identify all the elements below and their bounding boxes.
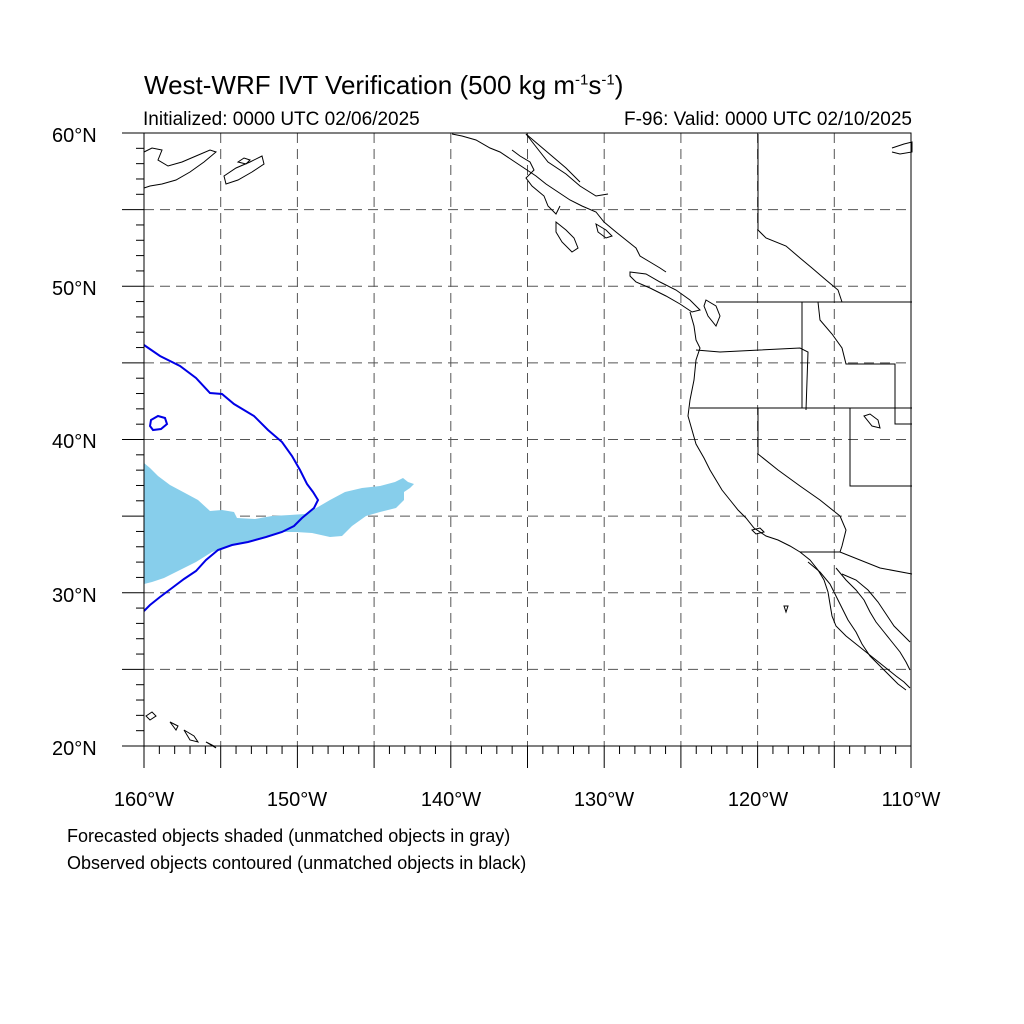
lat-label-40: 40°N [52, 431, 97, 453]
lon-label-130w: 130°W [574, 789, 634, 811]
lon-label-150w: 150°W [267, 789, 327, 811]
title-unit-s: s [588, 70, 602, 100]
initialized-time: Initialized: 0000 UTC 02/06/2025 [143, 109, 420, 130]
lon-label-160w: 160°W [114, 789, 174, 811]
lon-label-140w: 140°W [421, 789, 481, 811]
observed-ivt-contour [143, 344, 320, 612]
title-close: ) [614, 70, 624, 100]
caption-forecast: Forecasted objects shaded (unmatched obj… [67, 826, 511, 846]
observed-ivt-contour-small [148, 414, 169, 432]
axis-ticks [122, 132, 912, 768]
forecast-ivt-object [144, 463, 414, 584]
political-borders [525, 133, 913, 575]
title-exponent-2: -1 [601, 71, 615, 89]
lat-label-20: 20°N [52, 738, 97, 760]
lon-label-110w: 110°W [882, 789, 941, 811]
coastlines [143, 133, 913, 749]
valid-time: F-96: Valid: 0000 UTC 02/10/2025 [624, 109, 912, 130]
lat-label-30: 30°N [52, 585, 97, 607]
caption-observed: Observed objects contoured (unmatched ob… [67, 853, 527, 873]
graticule [144, 133, 911, 746]
lat-label-50: 50°N [52, 278, 97, 300]
title-text: West-WRF IVT Verification (500 kg m [144, 70, 576, 100]
lon-label-120w: 120°W [728, 789, 788, 811]
map-title: West-WRF IVT Verification (500 kg m-1s-1… [144, 70, 623, 101]
title-exponent-1: -1 [575, 71, 589, 89]
lat-label-60: 60°N [52, 125, 97, 147]
